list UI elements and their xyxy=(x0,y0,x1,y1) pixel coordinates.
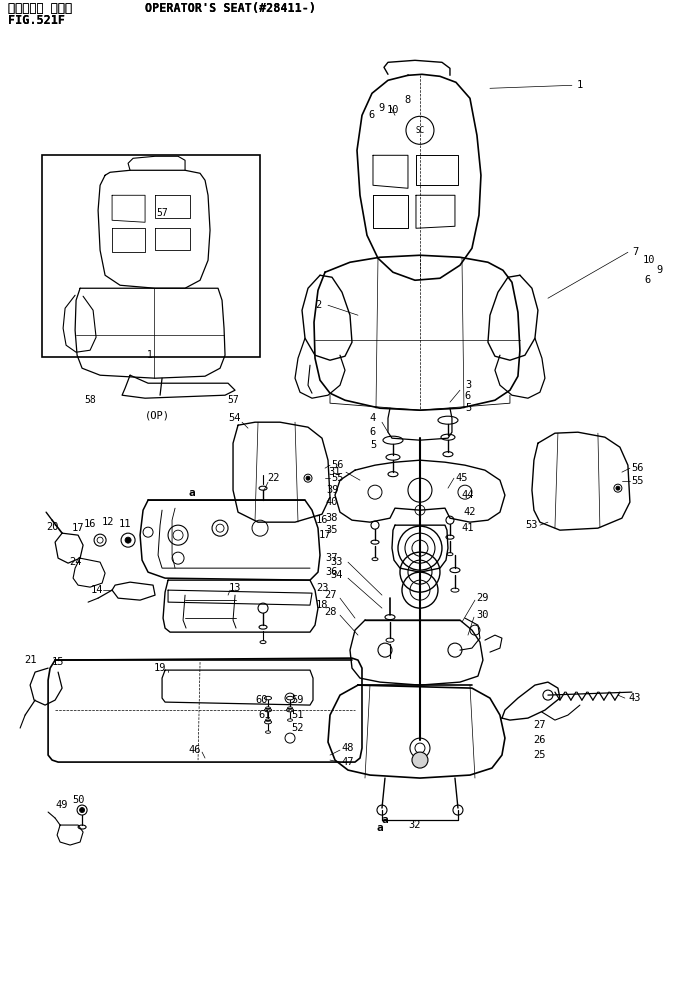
Text: 6: 6 xyxy=(465,391,471,401)
Text: 8: 8 xyxy=(405,95,411,105)
Text: a: a xyxy=(376,823,383,833)
Text: オペレータ シート: オペレータ シート xyxy=(8,2,72,15)
Text: 58: 58 xyxy=(84,395,96,405)
Text: 54: 54 xyxy=(229,413,241,424)
Text: 10: 10 xyxy=(387,105,399,115)
Text: 12: 12 xyxy=(102,517,114,527)
Text: 39: 39 xyxy=(327,486,339,495)
Text: 1: 1 xyxy=(147,350,153,360)
Text: 10: 10 xyxy=(642,256,655,265)
Text: a: a xyxy=(382,815,389,825)
Text: (OP): (OP) xyxy=(145,410,169,420)
Text: a: a xyxy=(189,489,196,498)
Circle shape xyxy=(306,476,310,480)
Text: 18: 18 xyxy=(315,601,328,610)
Circle shape xyxy=(80,808,85,813)
Circle shape xyxy=(616,487,620,491)
Text: 9: 9 xyxy=(657,265,663,275)
Text: 27: 27 xyxy=(533,721,546,730)
Text: SC: SC xyxy=(416,126,424,135)
Text: 4: 4 xyxy=(370,413,376,424)
Text: 15: 15 xyxy=(52,657,64,667)
Text: 43: 43 xyxy=(629,693,641,703)
Text: 36: 36 xyxy=(326,567,338,577)
Text: 6: 6 xyxy=(645,275,651,285)
Text: 50: 50 xyxy=(72,795,85,805)
Text: OPERATOR'S SEAT(#28411-): OPERATOR'S SEAT(#28411-) xyxy=(145,2,316,15)
Text: 19: 19 xyxy=(154,664,167,673)
Text: 14: 14 xyxy=(91,585,104,595)
Text: 38: 38 xyxy=(326,513,338,523)
Text: 47: 47 xyxy=(342,757,354,767)
Text: 51: 51 xyxy=(292,710,304,721)
Text: 6: 6 xyxy=(369,110,375,120)
Circle shape xyxy=(412,752,428,768)
Text: 5: 5 xyxy=(370,440,376,450)
Text: 9: 9 xyxy=(379,103,385,113)
Text: オペレータ シート: オペレータ シート xyxy=(8,2,72,15)
Text: 11: 11 xyxy=(119,519,131,529)
Bar xyxy=(42,155,260,357)
Text: 61: 61 xyxy=(259,710,271,721)
Text: FIG.521F: FIG.521F xyxy=(8,14,65,27)
Text: 34: 34 xyxy=(331,570,343,580)
Text: 49: 49 xyxy=(56,800,68,810)
Text: 3: 3 xyxy=(465,380,471,390)
Text: 44: 44 xyxy=(462,491,474,500)
Text: 25: 25 xyxy=(533,750,546,760)
Text: 21: 21 xyxy=(24,655,37,665)
Text: 17: 17 xyxy=(319,530,331,540)
Text: 6: 6 xyxy=(370,428,376,437)
Text: 41: 41 xyxy=(462,523,474,533)
Text: 56: 56 xyxy=(332,460,344,470)
Text: 32: 32 xyxy=(409,820,421,830)
Text: 16: 16 xyxy=(315,515,328,525)
Text: 17: 17 xyxy=(72,523,85,533)
Text: 48: 48 xyxy=(342,743,354,753)
Text: 57: 57 xyxy=(227,395,239,405)
Text: 59: 59 xyxy=(292,695,304,705)
Text: 1: 1 xyxy=(577,81,583,90)
Text: 55: 55 xyxy=(332,473,344,484)
Text: 42: 42 xyxy=(464,507,476,517)
Text: 7: 7 xyxy=(632,248,638,258)
Text: 35: 35 xyxy=(326,525,338,535)
Text: 46: 46 xyxy=(189,745,201,755)
Text: 26: 26 xyxy=(533,735,546,745)
Text: 2: 2 xyxy=(315,300,321,311)
Text: 31: 31 xyxy=(329,467,341,477)
Text: 45: 45 xyxy=(456,473,468,484)
Text: 27: 27 xyxy=(324,590,336,601)
Text: 23: 23 xyxy=(315,583,328,593)
Text: 28: 28 xyxy=(324,607,336,617)
Text: 33: 33 xyxy=(331,557,343,567)
Text: 24: 24 xyxy=(69,557,81,567)
Text: 60: 60 xyxy=(256,695,268,705)
Text: OPERATOR'S SEAT(#28411-): OPERATOR'S SEAT(#28411-) xyxy=(145,2,316,15)
Text: 29: 29 xyxy=(477,593,489,604)
Text: 22: 22 xyxy=(267,473,280,484)
Text: 52: 52 xyxy=(292,723,304,733)
Text: 20: 20 xyxy=(46,522,58,532)
Text: 56: 56 xyxy=(632,463,644,473)
Text: 16: 16 xyxy=(84,519,96,529)
Circle shape xyxy=(125,537,131,544)
Text: 53: 53 xyxy=(525,520,538,530)
Text: 30: 30 xyxy=(477,610,489,620)
Text: 57: 57 xyxy=(156,208,168,218)
Text: 5: 5 xyxy=(465,403,471,413)
Text: FIG.521F: FIG.521F xyxy=(8,14,65,27)
Text: 13: 13 xyxy=(229,583,241,593)
Text: 37: 37 xyxy=(326,553,338,563)
Text: 55: 55 xyxy=(632,476,644,487)
Text: 40: 40 xyxy=(326,497,338,507)
